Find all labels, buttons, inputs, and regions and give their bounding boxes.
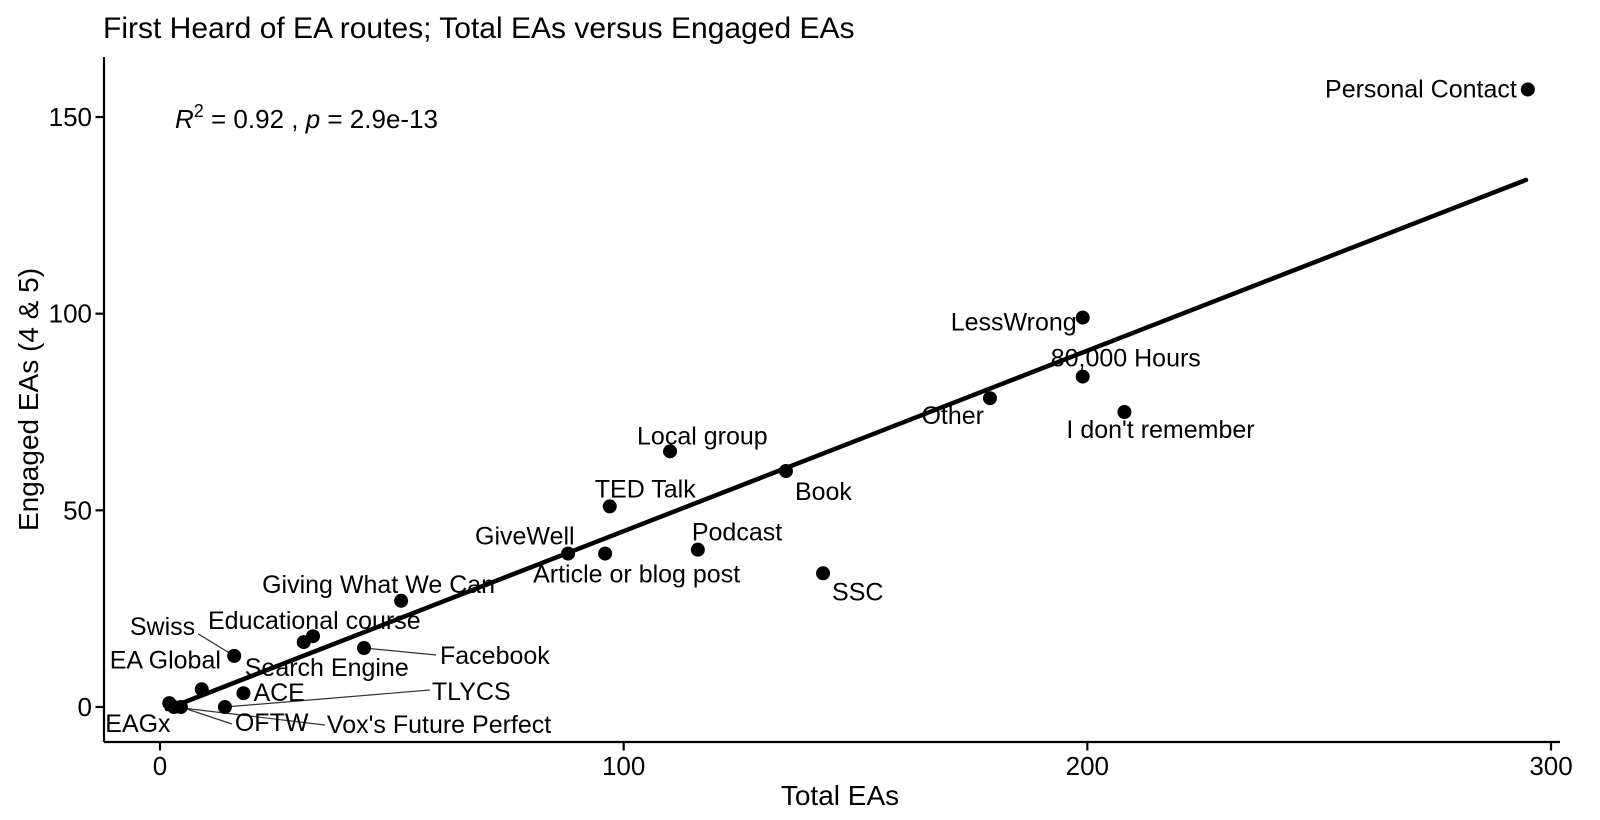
- point-label-eagx: EAGx: [105, 710, 171, 738]
- data-point-ssc: [816, 566, 831, 581]
- point-label-lesswrong: LessWrong: [951, 309, 1077, 337]
- y-tick-label: 150: [49, 102, 92, 132]
- data-point-giving-what-we-can: [394, 593, 409, 608]
- data-point-article-or-blog-post: [598, 546, 613, 561]
- chart-title: First Heard of EA routes; Total EAs vers…: [103, 12, 854, 45]
- data-point-podcast: [690, 542, 705, 557]
- point-label-book: Book: [795, 478, 852, 506]
- data-point-search-engine: [296, 635, 311, 650]
- data-point-vox-s-future-perfect: [166, 700, 181, 714]
- y-tick-label: 50: [63, 495, 92, 525]
- x-tick-label: 100: [602, 751, 645, 781]
- y-tick-label: 0: [78, 692, 92, 722]
- point-label-local-group: Local group: [637, 422, 768, 450]
- data-point-tlycs: [217, 700, 232, 714]
- point-label-educational-course: Educational course: [208, 607, 421, 635]
- point-label-tlycs: TLYCS: [432, 678, 511, 706]
- point-label-search-engine: Search Engine: [245, 654, 409, 682]
- point-label-other: Other: [921, 402, 984, 430]
- data-point-givewell: [561, 546, 576, 561]
- y-tick-label: 100: [49, 299, 92, 329]
- leader-line-vox-s-future-perfect: [173, 706, 325, 726]
- data-point-facebook: [357, 641, 372, 656]
- point-label-ted-talk: TED Talk: [595, 475, 696, 503]
- point-label-ssc: SSC: [832, 578, 883, 606]
- data-point-ace: [236, 686, 251, 701]
- data-point-lesswrong: [1075, 310, 1090, 325]
- data-point-80-000-hours: [1075, 369, 1090, 384]
- point-label-ea-global: EA Global: [110, 646, 221, 674]
- x-tick-label: 0: [153, 751, 167, 781]
- leader-line-oftw: [180, 706, 233, 725]
- point-label-ace: ACE: [253, 679, 304, 707]
- data-point-swiss: [227, 648, 242, 663]
- leader-line-swiss: [197, 633, 235, 657]
- data-point-book: [778, 464, 793, 479]
- point-label-swiss: Swiss: [130, 613, 195, 641]
- point-label-facebook: Facebook: [440, 642, 550, 670]
- data-point-local-group: [663, 444, 678, 459]
- leader-line-tlycs: [224, 689, 430, 708]
- point-label-article-or-blog-post: Article or blog post: [533, 561, 740, 589]
- regression-line: [164, 177, 1529, 712]
- point-label-oftw: OFTW: [235, 709, 309, 737]
- x-tick-label: 200: [1066, 751, 1109, 781]
- leader-line-facebook: [363, 647, 437, 656]
- x-axis-title: Total EAs: [781, 780, 899, 811]
- data-point-i-don-t-remember: [1117, 405, 1132, 420]
- point-label-podcast: Podcast: [692, 519, 782, 547]
- point-label-vox-s-future-perfect: Vox's Future Perfect: [327, 711, 551, 739]
- r-squared-annotation: R2 = 0.92 , p = 2.9e-13: [175, 101, 438, 134]
- data-point-personal-contact: [1520, 82, 1535, 97]
- data-point-ea-global: [194, 682, 209, 697]
- point-label-giving-what-we-can: Giving What We Can: [262, 571, 495, 599]
- point-label-i-don-t-remember: I don't remember: [1066, 416, 1254, 444]
- x-tick-label: 300: [1529, 751, 1572, 781]
- data-point-ted-talk: [602, 499, 617, 514]
- data-point-other: [982, 391, 997, 406]
- point-label-personal-contact: Personal Contact: [1325, 75, 1517, 103]
- y-axis-title: Engaged EAs (4 & 5): [13, 268, 44, 531]
- point-label-80-000-hours: 80,000 Hours: [1051, 345, 1201, 373]
- point-label-givewell: GiveWell: [475, 523, 575, 551]
